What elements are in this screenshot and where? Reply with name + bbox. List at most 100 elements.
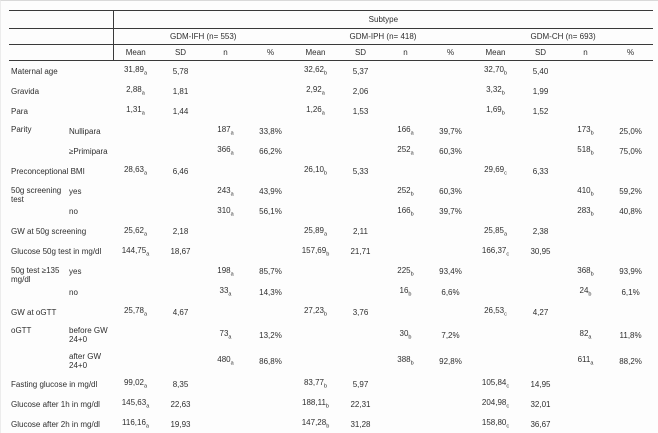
value-cell: 4,27: [532, 307, 549, 317]
significance-subscript: b: [326, 424, 330, 430]
significance-subscript: a: [143, 70, 148, 77]
value-cell: 243a: [217, 185, 234, 198]
significance-subscript: a: [141, 110, 145, 117]
value-cell: 33a: [219, 286, 232, 298]
value-cell: [518, 262, 563, 282]
value-cell: [518, 141, 563, 161]
value-cell: 39,7%: [439, 207, 462, 217]
value-cell: [293, 282, 338, 302]
value-cell: [608, 81, 653, 101]
value-cell: 26,53c: [484, 306, 507, 318]
value-cell: 1,69b: [486, 105, 505, 117]
significance-subscript: a: [230, 211, 234, 218]
significance-subscript: a: [143, 171, 148, 178]
value-cell: [428, 242, 473, 262]
significance-subscript: b: [503, 70, 508, 77]
value-cell: 93,9%: [619, 267, 642, 277]
value-cell: 30,95: [530, 247, 551, 257]
significance-subscript: a: [230, 360, 234, 367]
value-cell: 5,37: [352, 66, 369, 76]
significance-subscript: b: [410, 360, 414, 367]
table-row: after GW 24+0 480a 86,8% 388b 92,8% 611a 88,2%: [9, 348, 653, 374]
baseline-characteristics-table: Subtype GDM-IFH (n= 553) GDM-IPH (n= 418…: [9, 10, 654, 433]
significance-subscript: b: [590, 271, 594, 278]
value-cell: [293, 322, 338, 348]
value-cell: [113, 121, 158, 141]
value-cell: 32,70b: [483, 65, 508, 77]
stat-header-sd: SD: [338, 44, 383, 61]
value-cell: 480a: [217, 355, 234, 367]
value-cell: 5,97: [352, 379, 369, 389]
value-cell: 283b: [577, 205, 594, 218]
value-cell: 366a: [217, 145, 234, 157]
value-cell: [563, 374, 608, 394]
value-cell: [428, 61, 473, 82]
value-cell: [563, 61, 608, 82]
value-cell: 252b: [397, 185, 414, 198]
significance-subscript: a: [230, 130, 234, 137]
value-cell: [293, 202, 338, 222]
stat-header-pct: %: [248, 44, 293, 61]
value-cell: 86,8%: [259, 356, 282, 366]
value-cell: 56,1%: [259, 207, 282, 217]
value-cell: 5,40: [532, 66, 549, 76]
value-cell: 388b: [397, 355, 414, 367]
value-cell: [158, 121, 203, 141]
value-cell: 145,63a: [121, 398, 150, 410]
row-sublabel: no: [69, 207, 78, 217]
value-cell: 30b: [399, 329, 412, 341]
row-label: GW at oGTT: [11, 307, 57, 317]
significance-subscript: b: [501, 90, 505, 97]
value-cell: [563, 394, 608, 414]
value-cell: 11,8%: [619, 330, 642, 340]
row-label: Preconceptional BMI: [11, 167, 85, 177]
subtype-header: Subtype: [112, 10, 654, 29]
value-cell: 157,69b: [301, 245, 330, 258]
significance-subscript: c: [504, 171, 507, 178]
significance-subscript: c: [506, 403, 510, 410]
significance-subscript: b: [323, 383, 328, 390]
value-cell: [338, 182, 383, 202]
significance-subscript: b: [408, 334, 412, 341]
value-cell: [383, 374, 428, 394]
value-cell: 24b: [579, 286, 592, 298]
value-cell: [563, 414, 608, 433]
table-row: GW at 50g screening 25,62a 2,18 25,89a 2,11 2…: [9, 222, 653, 242]
value-cell: 22,63: [170, 399, 191, 409]
value-cell: [203, 101, 248, 121]
stat-header-pct: %: [608, 44, 654, 61]
stat-header-n: n: [203, 44, 248, 61]
row-sublabel: ≥Primipara: [69, 146, 108, 156]
value-cell: [518, 282, 563, 302]
table-row: Gravida 2,88a 1,81 2,92a 2,06 3,32b 1,99: [9, 81, 653, 101]
value-cell: [203, 242, 248, 262]
table-row: 50g screening test yes 243a 43,9% 252b 60,3% 4…: [9, 182, 653, 204]
significance-subscript: c: [504, 311, 507, 318]
value-cell: [473, 182, 518, 202]
value-cell: [563, 161, 608, 181]
value-cell: 83,77b: [303, 378, 328, 390]
value-cell: [113, 141, 158, 161]
value-cell: 33,8%: [259, 126, 282, 136]
significance-subscript: b: [588, 291, 592, 298]
value-cell: [473, 282, 518, 302]
significance-subscript: a: [230, 191, 234, 198]
value-cell: 25,78a: [123, 306, 148, 318]
value-cell: 21,71: [350, 247, 371, 257]
value-cell: 252a: [397, 145, 414, 157]
value-cell: 82a: [579, 329, 592, 341]
value-cell: 7,2%: [441, 330, 460, 340]
value-cell: 368b: [577, 265, 594, 278]
value-cell: 25,0%: [619, 126, 642, 136]
significance-subscript: a: [141, 90, 145, 97]
significance-subscript: b: [501, 110, 505, 117]
row-sublabel: after GW 24+0: [69, 352, 102, 371]
significance-subscript: c: [506, 251, 510, 258]
value-cell: 105,84c: [481, 378, 510, 390]
row-sublabel: no: [69, 287, 78, 297]
value-cell: [248, 161, 293, 181]
value-cell: [518, 202, 563, 222]
stat-header-n: n: [383, 44, 428, 61]
row-label: GW at 50g screening: [11, 227, 87, 237]
